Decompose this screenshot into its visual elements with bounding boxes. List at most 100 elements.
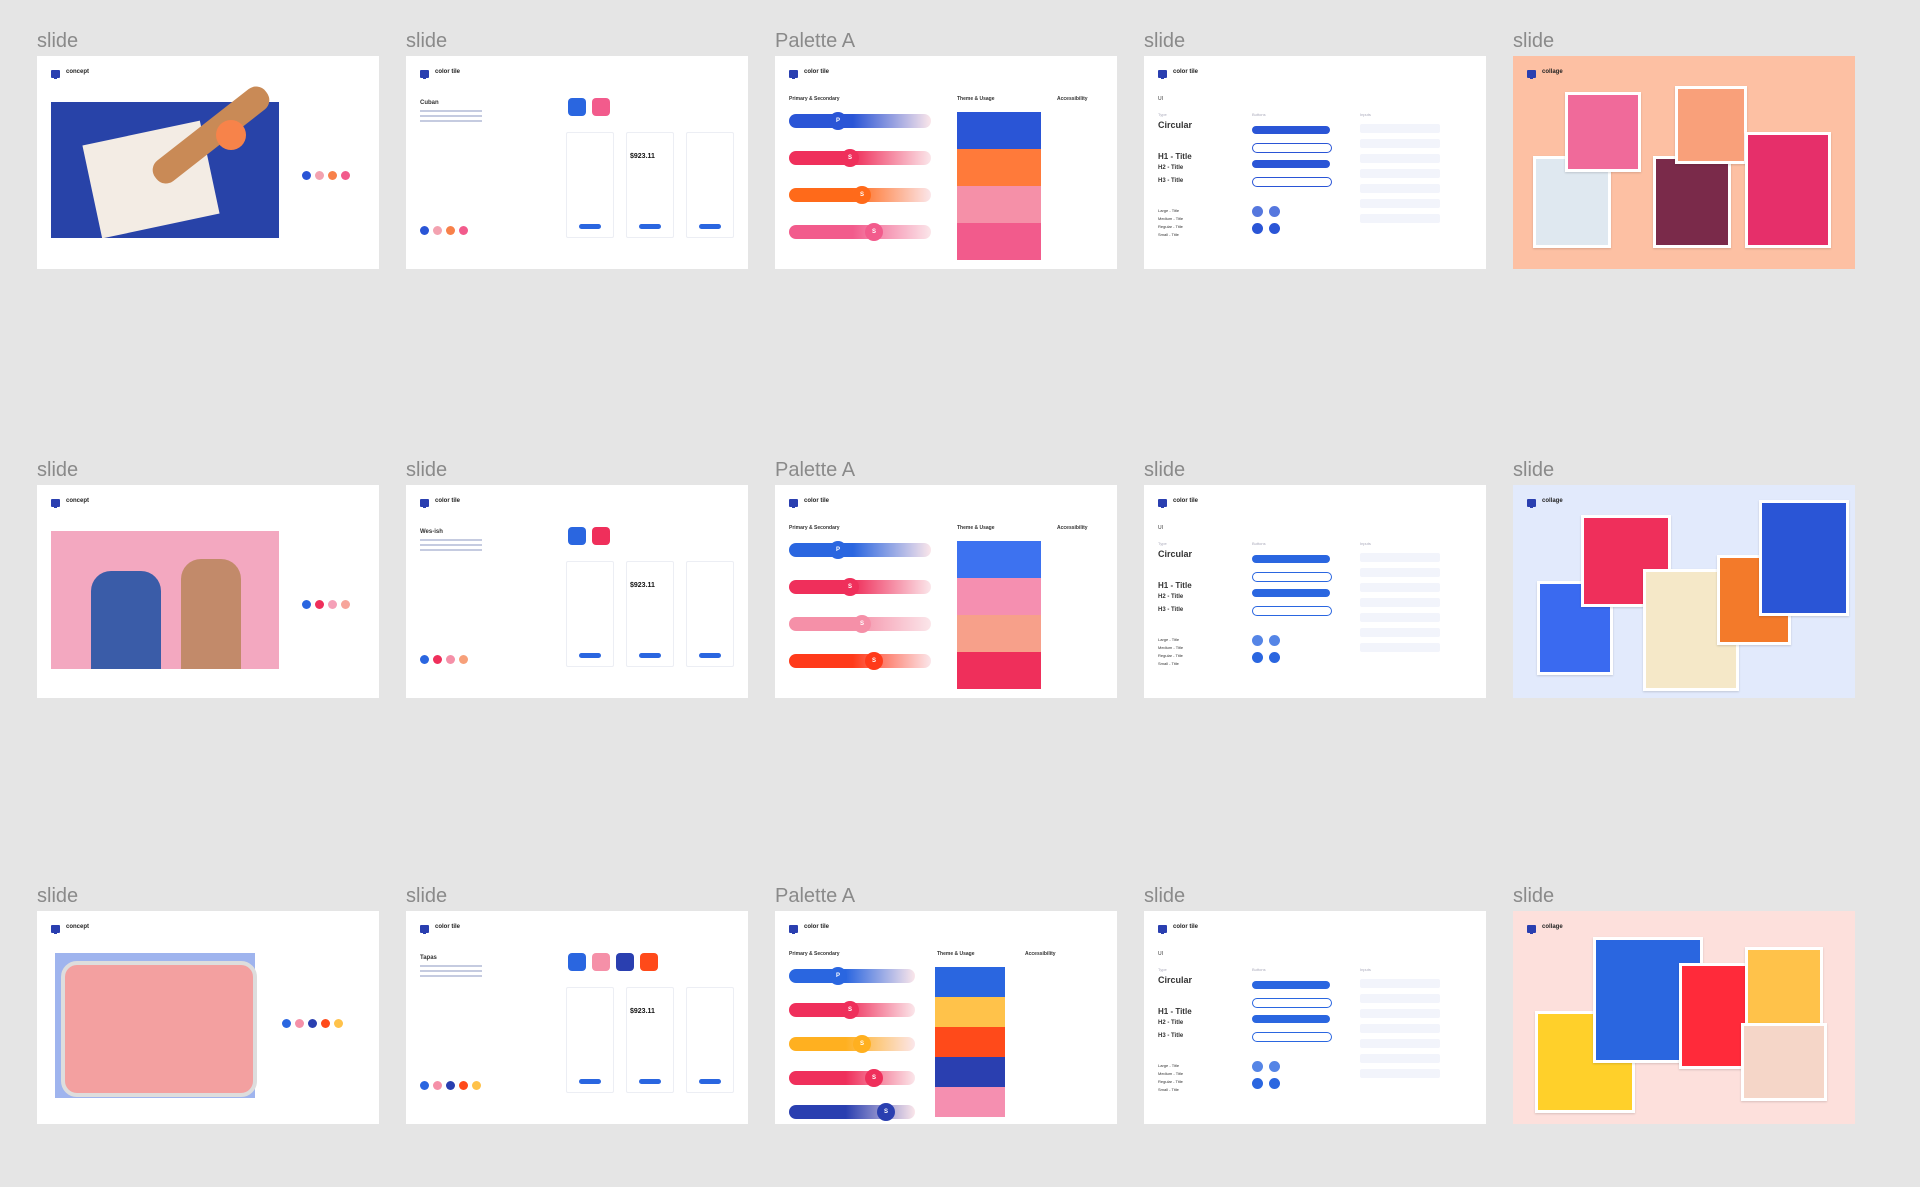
slide-canvas[interactable]: color tile Primary & Secondary Theme & Usa… [775, 485, 1117, 698]
frame-label[interactable]: slide [1513, 30, 1555, 52]
slide-canvas[interactable]: concept [37, 56, 379, 269]
palette-knob[interactable]: S [853, 1035, 871, 1053]
usage-swatch [957, 149, 1041, 186]
frame-label[interactable]: slide [1144, 459, 1186, 481]
round-button[interactable] [1252, 1061, 1263, 1072]
frame-label[interactable]: slide [37, 885, 79, 907]
input-field[interactable] [1360, 568, 1440, 577]
col-theme-usage: Theme & Usage [957, 525, 995, 531]
input-field[interactable] [1360, 583, 1440, 592]
ui-button[interactable] [1252, 126, 1330, 134]
slide-canvas[interactable]: color tile UI Type Circular H1 - Title H2 - T… [1144, 911, 1486, 1124]
frame-label[interactable]: Palette A [775, 459, 856, 481]
input-field[interactable] [1360, 553, 1440, 562]
palette-knob[interactable]: P [829, 112, 847, 130]
palette-knob[interactable]: S [841, 1001, 859, 1019]
slide-canvas[interactable]: collage [1513, 56, 1855, 269]
slide-canvas[interactable]: color tile Primary & Secondary Theme & Usa… [775, 56, 1117, 269]
col-primary-secondary: Primary & Secondary [789, 951, 840, 957]
round-button[interactable] [1269, 635, 1280, 646]
slide-canvas[interactable]: collage [1513, 485, 1855, 698]
ui-button[interactable] [1252, 143, 1332, 153]
inputs-col: Inputs [1360, 112, 1371, 117]
brand-logo-icon [420, 925, 429, 934]
frame-label[interactable]: slide [406, 885, 448, 907]
frame-label[interactable]: Palette A [775, 30, 856, 52]
ui-button[interactable] [1252, 606, 1332, 616]
round-button[interactable] [1252, 652, 1263, 663]
input-field[interactable] [1360, 1009, 1440, 1018]
ui-button[interactable] [1252, 555, 1330, 563]
input-field[interactable] [1360, 613, 1440, 622]
slide-title: collage [1542, 924, 1563, 930]
input-field[interactable] [1360, 1039, 1440, 1048]
input-field[interactable] [1360, 139, 1440, 148]
ui-button[interactable] [1252, 981, 1330, 989]
input-field[interactable] [1360, 1024, 1440, 1033]
slide-canvas[interactable]: color tile Wes-ish $923.11 [406, 485, 748, 698]
input-field[interactable] [1360, 169, 1440, 178]
frame-label[interactable]: slide [1144, 30, 1186, 52]
round-button[interactable] [1252, 635, 1263, 646]
frame-label[interactable]: slide [406, 459, 448, 481]
slide-canvas[interactable]: collage [1513, 911, 1855, 1124]
palette-knob[interactable]: P [829, 541, 847, 559]
round-button[interactable] [1269, 1078, 1280, 1089]
slide-canvas[interactable]: color tile Tapas $923.11 [406, 911, 748, 1124]
input-field[interactable] [1360, 124, 1440, 133]
slide-canvas[interactable]: color tile Cuban $923.11 [406, 56, 748, 269]
round-button[interactable] [1252, 1078, 1263, 1089]
slide-canvas[interactable]: color tile Primary & Secondary Theme & Usa… [775, 911, 1117, 1124]
input-field[interactable] [1360, 628, 1440, 637]
round-button[interactable] [1269, 206, 1280, 217]
brand-logo-icon [1158, 499, 1167, 508]
ui-button[interactable] [1252, 177, 1332, 187]
palette-knob[interactable]: P [829, 967, 847, 985]
slide-canvas[interactable]: concept [37, 485, 379, 698]
ui-button[interactable] [1252, 998, 1332, 1008]
collage-card [1565, 92, 1641, 172]
input-field[interactable] [1360, 979, 1440, 988]
inputs-col: Inputs [1360, 967, 1371, 972]
input-field[interactable] [1360, 1069, 1440, 1078]
input-field[interactable] [1360, 199, 1440, 208]
palette-knob[interactable]: S [865, 1069, 883, 1087]
palette-knob[interactable]: S [841, 149, 859, 167]
frame-label[interactable]: slide [1513, 885, 1555, 907]
ui-button[interactable] [1252, 160, 1330, 168]
frame-label[interactable]: Palette A [775, 885, 856, 907]
ui-button[interactable] [1252, 572, 1332, 582]
input-field[interactable] [1360, 184, 1440, 193]
input-field[interactable] [1360, 1054, 1440, 1063]
slide-canvas[interactable]: color tile UI Type Circular H1 - Title H2 - T… [1144, 56, 1486, 269]
frame-label[interactable]: slide [1144, 885, 1186, 907]
input-field[interactable] [1360, 154, 1440, 163]
round-button[interactable] [1252, 206, 1263, 217]
input-field[interactable] [1360, 214, 1440, 223]
frame-label[interactable]: slide [37, 459, 79, 481]
round-button[interactable] [1269, 1061, 1280, 1072]
type-h3: H3 - Title [1158, 1033, 1184, 1039]
ui-button[interactable] [1252, 1032, 1332, 1042]
collage-card [1679, 963, 1751, 1069]
palette-knob[interactable]: S [865, 223, 883, 241]
round-button[interactable] [1269, 652, 1280, 663]
frame-label[interactable]: slide [406, 30, 448, 52]
frame-label[interactable]: slide [1513, 459, 1555, 481]
input-field[interactable] [1360, 643, 1440, 652]
input-field[interactable] [1360, 598, 1440, 607]
palette-knob[interactable]: S [853, 615, 871, 633]
palette-scale-bar: S [789, 149, 931, 167]
palette-knob[interactable]: S [841, 578, 859, 596]
round-button[interactable] [1252, 223, 1263, 234]
palette-knob[interactable]: S [877, 1103, 895, 1121]
palette-knob[interactable]: S [865, 652, 883, 670]
ui-button[interactable] [1252, 1015, 1330, 1023]
round-button[interactable] [1269, 223, 1280, 234]
slide-canvas[interactable]: color tile UI Type Circular H1 - Title H2 - T… [1144, 485, 1486, 698]
slide-canvas[interactable]: concept [37, 911, 379, 1124]
frame-label[interactable]: slide [37, 30, 79, 52]
ui-button[interactable] [1252, 589, 1330, 597]
input-field[interactable] [1360, 994, 1440, 1003]
palette-knob[interactable]: S [853, 186, 871, 204]
